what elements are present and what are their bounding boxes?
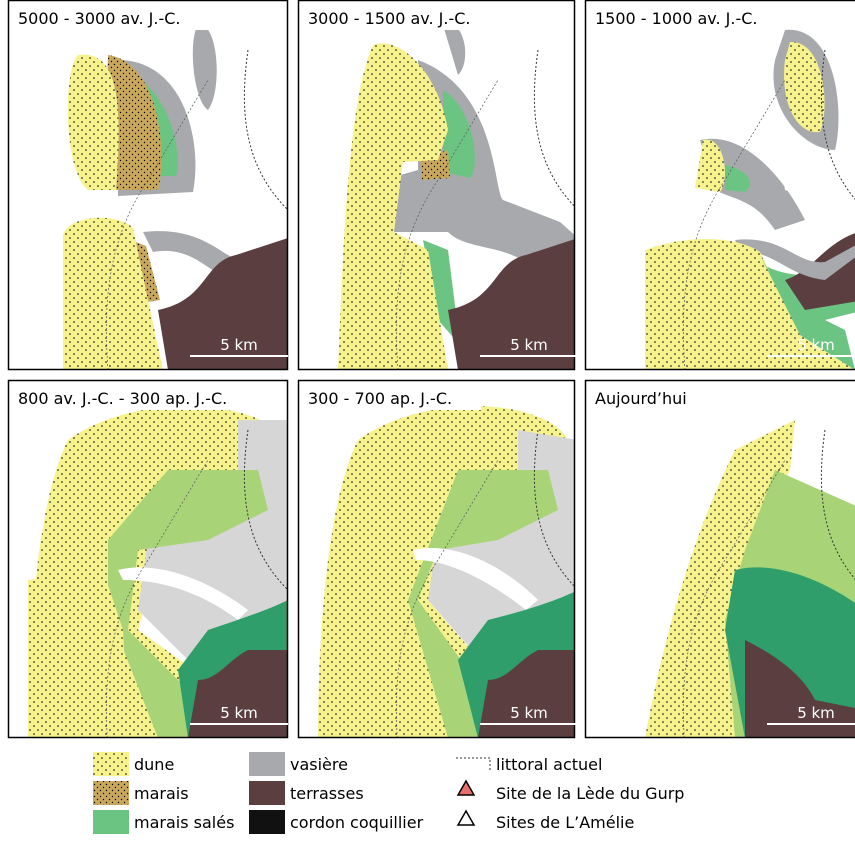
legend-label: marais: [134, 784, 189, 803]
swatch-littoral: [456, 758, 490, 772]
legend-label: vasière: [290, 755, 348, 774]
scale-label: 5 km: [510, 704, 548, 722]
map-content: [63, 25, 288, 370]
legend-label: dune: [134, 755, 174, 774]
figure: 5000 - 3000 av. J.-C.5 km3000 - 1500 av.…: [0, 0, 855, 840]
map-panel: 800 av. J.-C. - 300 ap. J.-C. 5 km: [9, 381, 289, 751]
panel-title: 800 av. J.-C. - 300 ap. J.-C.: [18, 389, 227, 408]
swatch-marais-sales: [93, 810, 129, 834]
legend-label: cordon coquillier: [290, 813, 424, 832]
panel-title: 5000 - 3000 av. J.-C.: [18, 9, 181, 28]
swatch-terrasses: [249, 781, 285, 805]
area: [193, 25, 217, 110]
legend-label: Sites de L’Amélie: [496, 813, 634, 832]
littoral: [534, 50, 578, 210]
panel-title: 300 - 700 ap. J.-C.: [308, 389, 452, 408]
swatch-dune: [93, 752, 129, 776]
panel-title: 1500 - 1000 av. J.-C.: [595, 9, 758, 28]
legend-label: Site de la Lède du Gurp: [496, 784, 684, 803]
legend-label: marais salés: [134, 813, 234, 832]
symbol-amelie: [458, 811, 474, 825]
swatch-marais: [93, 781, 129, 805]
legend-label: terrasses: [290, 784, 364, 803]
map-content: [338, 24, 578, 370]
scale-label: 5 km: [220, 704, 258, 722]
map-panel: Aujourd’hui 5 km: [586, 381, 855, 751]
panel-title: 3000 - 1500 av. J.-C.: [308, 9, 471, 28]
swatch-cordon: [249, 810, 285, 834]
map-panel: 5000 - 3000 av. J.-C. 5 km: [9, 1, 289, 371]
scale-label: 5 km: [797, 336, 835, 354]
map-content: [645, 30, 855, 370]
panel-title: Aujourd’hui: [595, 389, 687, 408]
area: [443, 24, 465, 75]
map-panel: 3000 - 1500 av. J.-C. 5 km: [299, 1, 579, 371]
map-panel: 1500 - 1000 av. J.-C. 5 km: [586, 1, 855, 371]
littoral: [244, 50, 288, 210]
symbol-gurp: [458, 781, 474, 795]
scale-label: 5 km: [220, 336, 258, 354]
legend-label: littoral actuel: [496, 755, 602, 774]
map-content: [28, 406, 288, 750]
scale-label: 5 km: [797, 704, 835, 722]
map-content: [645, 420, 855, 750]
scale-label: 5 km: [510, 336, 548, 354]
swatch-vasiere: [249, 752, 285, 776]
legend: dune marais marais salés vasière terrass…: [93, 752, 684, 834]
map-content: [318, 406, 578, 750]
map-panel: 300 - 700 ap. J.-C. 5 km: [299, 381, 579, 751]
